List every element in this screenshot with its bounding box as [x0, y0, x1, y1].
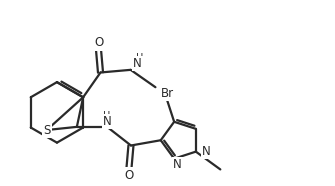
- Text: S: S: [44, 124, 51, 137]
- Text: H: H: [136, 53, 144, 63]
- Text: N: N: [103, 115, 112, 128]
- Text: O: O: [94, 36, 103, 49]
- Text: N: N: [133, 57, 142, 70]
- Text: Br: Br: [161, 87, 174, 100]
- Text: N: N: [202, 145, 211, 158]
- Text: N: N: [173, 158, 182, 171]
- Text: H: H: [104, 111, 111, 121]
- Text: O: O: [124, 169, 133, 182]
